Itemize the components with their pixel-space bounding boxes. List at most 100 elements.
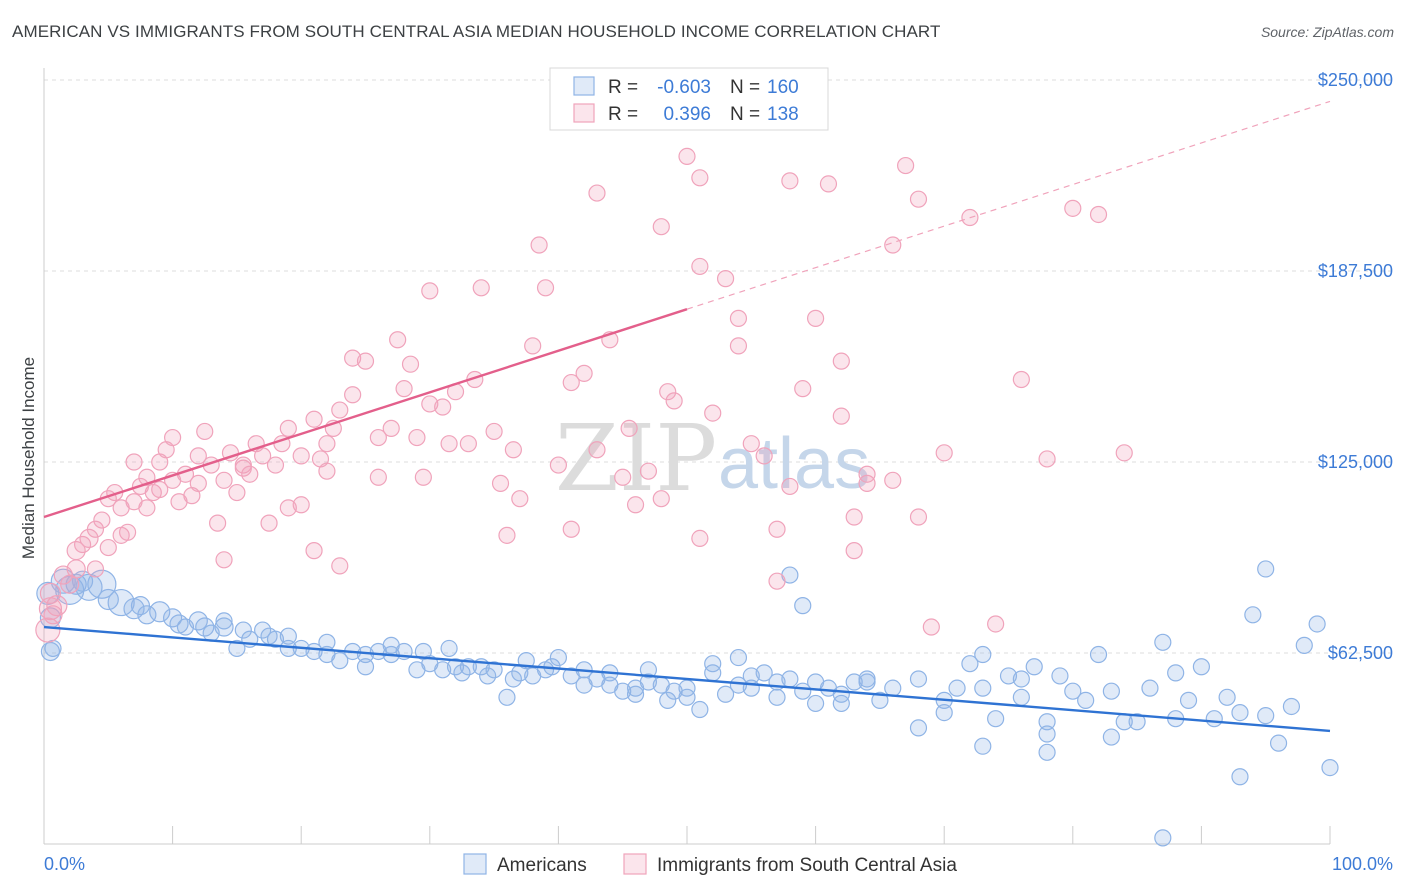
american-point: [974, 679, 992, 697]
american-point: [987, 710, 1005, 728]
immigrant-point: [86, 560, 105, 578]
american-point: [1051, 667, 1069, 685]
y-tick-label: $250,000: [1318, 70, 1393, 90]
american-point: [234, 621, 252, 639]
american-point: [1102, 682, 1120, 700]
american-point: [1154, 829, 1172, 847]
x-tick-label: 0.0%: [44, 854, 85, 874]
immigrant-point: [472, 279, 490, 297]
immigrants-trend-line-extrapolated: [686, 100, 1331, 310]
axes: [43, 68, 1331, 845]
immigrant-point: [691, 529, 709, 548]
legend-r-label: R =: [608, 77, 638, 98]
immigrant-point: [781, 477, 799, 496]
legend-n-value: 138: [767, 104, 799, 125]
american-point: [845, 673, 863, 691]
immigrant-point: [215, 471, 233, 489]
american-point: [1218, 688, 1236, 706]
immigrant-point: [498, 526, 516, 544]
legend-box: [549, 67, 829, 131]
american-point: [909, 670, 928, 688]
american-point: [659, 691, 677, 709]
immigrant-point: [389, 331, 407, 349]
american-point: [228, 639, 246, 658]
y-tick-label: $187,500: [1318, 261, 1393, 281]
immigrant-point: [1012, 370, 1030, 389]
watermark: ZIP atlas: [555, 405, 870, 512]
american-point: [768, 688, 786, 706]
bottom-legend-label: Americans: [497, 855, 587, 876]
american-point: [935, 703, 953, 722]
immigrant-point: [382, 419, 400, 437]
american-point: [691, 700, 709, 719]
immigrant-point: [704, 404, 722, 422]
american-point: [453, 664, 471, 682]
american-point: [446, 658, 465, 676]
american-point: [331, 652, 349, 670]
immigrant-point: [806, 309, 825, 327]
immigrant-point: [215, 551, 233, 569]
immigrant-point: [858, 474, 876, 492]
immigrant-point: [909, 190, 928, 208]
american-point: [1167, 664, 1185, 682]
american-point: [1231, 768, 1249, 786]
legend-r-value: 0.396: [663, 104, 711, 125]
american-point: [639, 673, 658, 691]
immigrant-point: [832, 407, 850, 425]
immigrant-point: [485, 422, 503, 441]
immigrant-point: [189, 447, 207, 465]
american-point: [1038, 725, 1056, 743]
american-point: [1012, 670, 1030, 688]
source-label: Source: ZipAtlas.com: [1260, 24, 1394, 40]
american-point: [716, 685, 735, 703]
immigrant-point: [620, 419, 638, 437]
immigrant-point: [196, 422, 214, 441]
immigrant-point: [588, 184, 606, 202]
american-point: [1282, 697, 1301, 716]
american-point: [1231, 703, 1249, 722]
legend-swatch: [573, 76, 595, 96]
immigrant-point: [562, 520, 580, 538]
american-point: [356, 658, 375, 676]
american-point: [504, 670, 522, 688]
legend-n-label: N =: [730, 77, 760, 98]
immigrant-point: [395, 380, 413, 398]
legend-n-value: 160: [767, 77, 799, 98]
immigrant-point: [845, 542, 863, 560]
immigrant-point: [652, 218, 670, 236]
immigrant-point: [530, 236, 548, 254]
legend-swatch: [573, 103, 595, 123]
immigrant-point: [434, 398, 452, 416]
y-tick-label: $125,000: [1318, 452, 1393, 472]
immigrant-point: [86, 520, 105, 538]
immigrant-point: [408, 428, 426, 447]
immigrant-point: [504, 441, 522, 459]
american-point: [781, 670, 799, 688]
bottom-legend-swatch: [463, 853, 487, 875]
american-point: [729, 676, 748, 694]
immigrant-point: [241, 465, 259, 483]
bottom-legend-swatch: [623, 853, 647, 875]
immigrant-point: [639, 462, 658, 480]
american-point: [1154, 633, 1172, 651]
x-tick-labels: 0.0% 100.0%: [44, 854, 1393, 874]
immigrant-point: [652, 490, 670, 508]
immigrant-point: [421, 395, 439, 413]
american-point: [1038, 743, 1056, 761]
american-point: [729, 648, 748, 667]
legend-r-label: R =: [608, 104, 638, 125]
american-point: [639, 661, 658, 679]
american-point: [149, 601, 171, 623]
immigrant-point: [691, 169, 709, 187]
american-point: [1244, 606, 1262, 624]
immigrant-point: [344, 386, 362, 404]
immigrant-point: [1115, 444, 1133, 462]
x-tick-label: 100.0%: [1332, 854, 1393, 874]
immigrant-point: [665, 392, 683, 410]
immigrant-point: [209, 514, 227, 532]
legend: R = -0.603 N = 160 R = 0.396 N = 138: [549, 67, 829, 131]
american-point: [806, 694, 825, 713]
american-point: [858, 670, 876, 688]
immigrants-trend-line: [43, 308, 688, 519]
